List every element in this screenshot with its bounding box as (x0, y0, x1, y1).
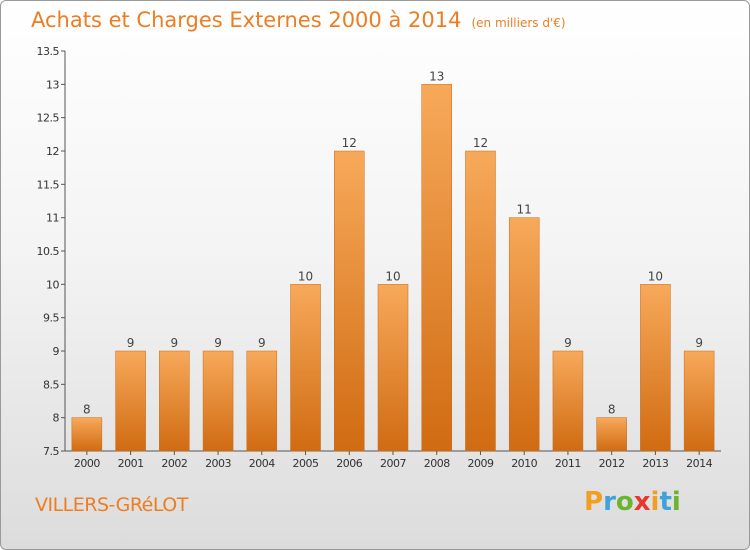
bar-value-label: 11 (517, 203, 532, 217)
bar-value-label: 9 (258, 336, 266, 350)
bar-2005 (290, 284, 321, 452)
bar-2014 (683, 350, 715, 452)
logo-letter: i (671, 487, 681, 517)
bar-2010 (508, 217, 540, 452)
y-tick-label: 13 (46, 78, 59, 91)
logo-letter: o (615, 487, 634, 517)
logo-letter: P (584, 487, 604, 517)
bar-2000 (71, 417, 103, 452)
bar-value-label: 10 (648, 269, 663, 283)
chart-subtitle: (en milliers d'€) (471, 16, 566, 30)
logo-letter: t (659, 487, 672, 517)
bar-2004 (246, 350, 278, 452)
bar-2013 (640, 284, 671, 452)
y-tick-label: 8 (53, 412, 60, 425)
commune-name: VILLERS-GRéLOT (35, 494, 188, 516)
x-tick-label: 2013 (642, 457, 668, 470)
x-tick-label: 2003 (205, 457, 231, 470)
bar-value-label: 9 (564, 336, 572, 350)
bar-value-label: 8 (83, 403, 91, 417)
y-tick-label: 9.5 (43, 312, 59, 325)
bar-value-label: 13 (429, 69, 444, 83)
bar-2001 (115, 350, 146, 452)
x-tick-label: 2004 (249, 457, 275, 470)
logo-letter: r (603, 487, 616, 517)
bar-value-label: 12 (342, 136, 357, 150)
logo-letter: x (633, 487, 651, 517)
y-tick-label: 12 (46, 145, 59, 158)
bar-2006 (334, 150, 365, 452)
y-tick-label: 12.5 (37, 112, 60, 125)
x-tick-label: 2014 (686, 457, 712, 470)
bar-value-label: 9 (171, 336, 179, 350)
bar-2012 (596, 417, 627, 452)
y-tick-label: 13.5 (37, 45, 60, 58)
y-tick-label: 10.5 (37, 245, 60, 258)
bar-value-label: 8 (608, 403, 616, 417)
x-tick-label: 2005 (293, 457, 319, 470)
x-tick-label: 2010 (511, 457, 537, 470)
chart-title: Achats et Charges Externes 2000 à 2014 (e… (31, 8, 566, 32)
bar-2011 (552, 350, 584, 452)
chart-title-text: Achats et Charges Externes 2000 à 2014 (31, 8, 462, 32)
bar-2007 (377, 284, 409, 452)
bar-value-label: 9 (214, 336, 222, 350)
y-tick-label: 11 (46, 212, 59, 225)
x-tick-label: 2006 (336, 457, 362, 470)
bar-value-label: 10 (298, 269, 313, 283)
y-tick-label: 8.5 (43, 378, 59, 391)
bar-value-label: 9 (127, 336, 135, 350)
bar-2003 (202, 350, 234, 452)
bar-value-label: 10 (385, 269, 400, 283)
y-tick-label: 11.5 (37, 178, 60, 191)
x-tick-label: 2007 (380, 457, 406, 470)
bar-value-label: 12 (473, 136, 488, 150)
x-tick-label: 2012 (599, 457, 625, 470)
x-tick-label: 2011 (555, 457, 581, 470)
logo-letter: i (650, 487, 660, 517)
y-tick-label: 7.5 (43, 445, 59, 458)
bar-value-label: 9 (695, 336, 703, 350)
bar-2008 (421, 84, 452, 452)
x-tick-label: 2009 (467, 457, 493, 470)
x-tick-label: 2000 (74, 457, 100, 470)
y-tick-label: 9 (53, 345, 60, 358)
y-tick-label: 10 (46, 278, 59, 291)
bar-2009 (465, 150, 496, 452)
x-tick-label: 2008 (424, 457, 450, 470)
bar-2002 (159, 350, 190, 452)
x-tick-label: 2001 (118, 457, 144, 470)
x-tick-label: 2002 (161, 457, 187, 470)
proxiti-logo: Proxiti (584, 487, 681, 517)
